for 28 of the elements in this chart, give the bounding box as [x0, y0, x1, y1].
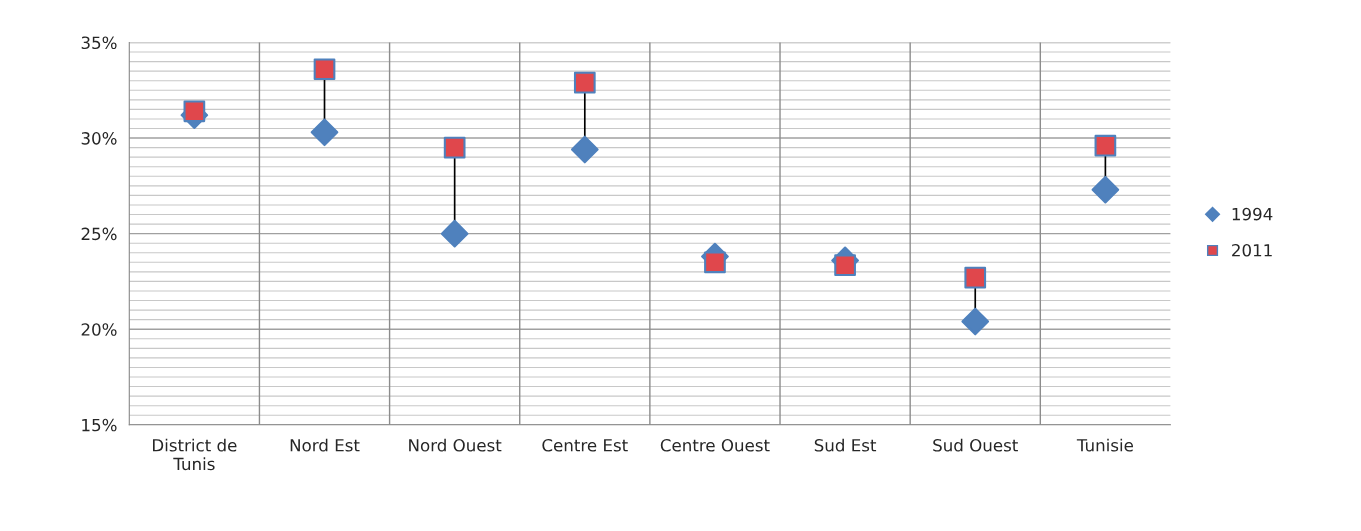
y-tick-label: 30% — [81, 132, 117, 145]
point — [964, 266, 987, 289]
point — [573, 71, 596, 94]
point — [1094, 134, 1117, 157]
point — [704, 251, 726, 274]
point — [570, 135, 599, 164]
x-tick-label: Nord Ouest — [409, 438, 502, 452]
point — [440, 219, 469, 248]
x-tick-label: Sud Ouest — [933, 438, 1018, 452]
point — [1091, 175, 1120, 204]
x-tick-label: Sud Est — [814, 438, 877, 452]
x-tick-label: Centre Est — [542, 438, 628, 452]
point — [313, 58, 336, 81]
y-tick-label: 15% — [82, 418, 117, 432]
point — [310, 118, 339, 147]
legend-label: 2011 — [1232, 243, 1272, 257]
legend-label: 1994 — [1232, 207, 1273, 221]
point — [443, 136, 466, 159]
y-tick-label: 35% — [81, 36, 117, 50]
y-tick-label: 25% — [81, 227, 117, 241]
point — [834, 254, 856, 277]
y-tick-label: 20% — [81, 323, 117, 336]
x-tick-label: Nord Est — [290, 438, 360, 452]
point — [183, 100, 206, 123]
point — [961, 307, 990, 336]
x-tick-label: Tunisie — [1076, 438, 1133, 452]
x-tick-label: District de Tunis — [153, 438, 237, 471]
x-tick-label: Centre Ouest — [660, 438, 770, 452]
